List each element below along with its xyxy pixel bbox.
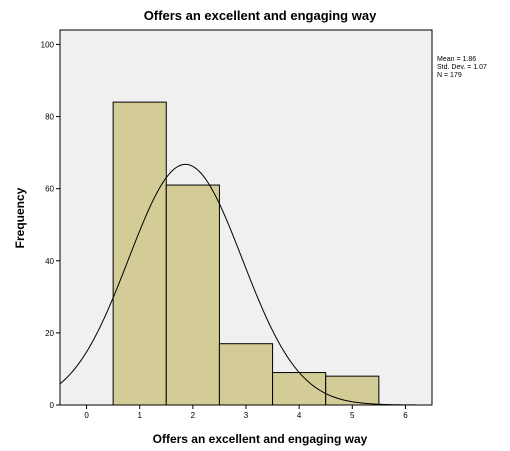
x-axis-label: Offers an excellent and engaging way bbox=[153, 432, 368, 446]
y-tick-label-100: 100 bbox=[41, 40, 55, 49]
normal-curve bbox=[59, 163, 432, 406]
stats-legend: Mean = 1.86 Std. Dev. = 1.07 N = 179 bbox=[437, 56, 487, 79]
x-tick-label-0: 0 bbox=[84, 411, 89, 420]
y-axis-label: Frequency bbox=[13, 187, 27, 248]
histogram-bar-2 bbox=[165, 184, 220, 406]
stat-mean: Mean = 1.86 bbox=[437, 56, 476, 63]
histogram-bar-1 bbox=[112, 101, 167, 406]
bars-group bbox=[112, 101, 380, 406]
stat-n: N = 179 bbox=[437, 72, 462, 79]
stat-std-dev: Std. Dev. = 1.07 bbox=[437, 64, 487, 71]
x-tick-label-4: 4 bbox=[297, 411, 302, 420]
y-tick-label-80: 80 bbox=[45, 113, 54, 122]
x-tick-label-5: 5 bbox=[350, 411, 355, 420]
y-tick-label-60: 60 bbox=[45, 185, 54, 194]
y-tick-label-0: 0 bbox=[50, 401, 55, 410]
x-tick-label-3: 3 bbox=[244, 411, 249, 420]
histogram-bar-3 bbox=[218, 343, 274, 406]
x-axis: 0 1 2 3 4 5 6 bbox=[84, 405, 408, 420]
x-tick-label-2: 2 bbox=[191, 411, 196, 420]
x-tick-label-1: 1 bbox=[137, 411, 142, 420]
y-axis: 0 20 40 60 80 100 bbox=[41, 40, 60, 410]
y-tick-label-40: 40 bbox=[45, 257, 54, 266]
histogram-bar-5 bbox=[325, 375, 380, 406]
chart-title: Offers an excellent and engaging way bbox=[144, 8, 377, 23]
y-tick-label-20: 20 bbox=[45, 329, 54, 338]
x-tick-label-6: 6 bbox=[403, 411, 408, 420]
